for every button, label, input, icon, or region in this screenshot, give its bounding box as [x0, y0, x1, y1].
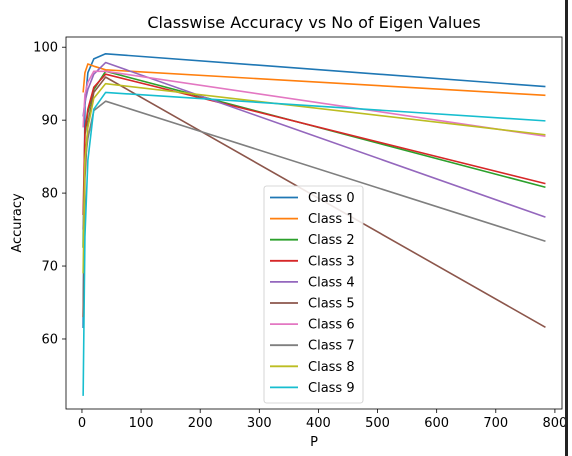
series-line-class-1 — [82, 63, 546, 97]
legend-label-class-1: Class 1 — [308, 212, 355, 227]
x-tick-label: 300 — [247, 416, 272, 431]
y-tick-label: 90 — [41, 114, 58, 129]
series-line-class-9 — [82, 91, 546, 396]
x-tick-label: 700 — [483, 416, 508, 431]
legend-label-class-0: Class 0 — [308, 191, 355, 206]
x-tick-label: 100 — [129, 416, 154, 431]
legend-label-class-4: Class 4 — [308, 275, 355, 290]
window-edge — [565, 0, 568, 456]
x-tick-label: 600 — [424, 416, 449, 431]
legend-label-class-2: Class 2 — [308, 233, 355, 248]
x-tick-label: 800 — [542, 416, 567, 431]
series-group — [82, 52, 546, 396]
x-tick-label: 200 — [188, 416, 213, 431]
plot-frame — [65, 36, 563, 410]
x-axis: 0 100 200 300 400 500 600 700 800 — [78, 409, 567, 431]
x-axis-title: P — [310, 435, 318, 450]
series-line-class-8 — [82, 82, 546, 274]
chart-title: Classwise Accuracy vs No of Eigen Values — [147, 13, 480, 32]
y-tick-label: 70 — [41, 260, 58, 275]
y-axis: 60 70 80 90 100 — [33, 41, 66, 347]
legend-label-class-5: Class 5 — [308, 297, 355, 312]
legend-label-class-8: Class 8 — [308, 360, 355, 375]
legend-label-class-3: Class 3 — [308, 254, 355, 269]
x-tick-label: 0 — [78, 416, 86, 431]
y-tick-label: 60 — [41, 332, 58, 347]
series-line-class-6 — [82, 70, 546, 137]
legend: Class 0 Class 1 Class 2 Class 3 Class 4 Class… — [263, 185, 364, 404]
legend-label-class-9: Class 9 — [308, 381, 355, 396]
y-axis-title: Accuracy — [10, 193, 25, 253]
y-tick-label: 80 — [41, 187, 58, 202]
legend-label-class-7: Class 7 — [308, 339, 355, 354]
y-tick-label: 100 — [33, 41, 58, 56]
x-tick-label: 400 — [306, 416, 331, 431]
x-tick-label: 500 — [365, 416, 390, 431]
legend-label-class-6: Class 6 — [308, 318, 355, 333]
